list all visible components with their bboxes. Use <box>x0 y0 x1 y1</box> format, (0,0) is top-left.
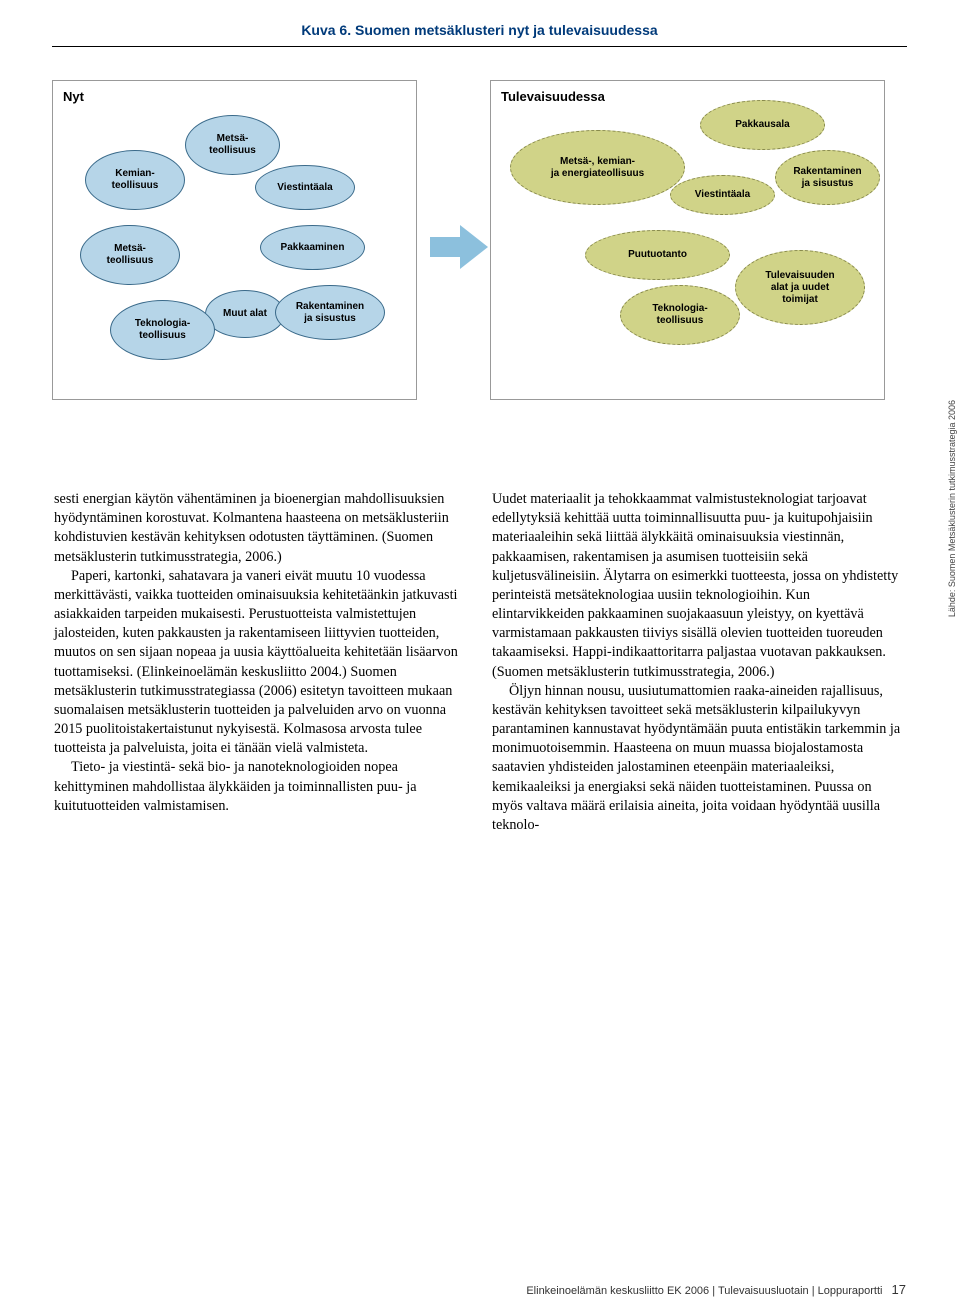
nyt-node-6: Teknologia-teollisuus <box>110 300 215 360</box>
tul-node-2: Viestintäala <box>670 175 775 215</box>
page-footer: Elinkeinoelämän keskusliitto EK 2006 | T… <box>526 1282 906 1297</box>
figure-title-rule <box>52 46 907 47</box>
tul-node-5: Teknologia-teollisuus <box>620 285 740 345</box>
paragraph-3: Tieto- ja viestintä- sekä bio- ja nanote… <box>54 758 466 816</box>
paragraph-5: Öljyn hinnan nousu, uusiutumattomien raa… <box>492 682 904 835</box>
panel-nyt-label: Nyt <box>63 89 84 104</box>
nyt-node-1: Kemian-teollisuus <box>85 150 185 210</box>
figure-container: Kuva 6. Suomen metsäklusteri nyt ja tule… <box>52 22 907 47</box>
figure-title: Kuva 6. Suomen metsäklusteri nyt ja tule… <box>52 22 907 46</box>
paragraph-4: Uudet materiaalit ja tehokkaammat valmis… <box>492 490 904 682</box>
paragraph-1: sesti energian käytön vähentäminen ja bi… <box>54 490 466 567</box>
nyt-node-2: Viestintäala <box>255 165 355 210</box>
body-text: sesti energian käytön vähentäminen ja bi… <box>54 490 904 835</box>
footer-proj: Tulevaisuusluotain <box>718 1285 809 1297</box>
nyt-node-0: Metsä-teollisuus <box>185 115 280 175</box>
panel-tul-label: Tulevaisuudessa <box>501 89 605 104</box>
figure-source: Lähde: Suomen Metsäklusterin tutkimusstr… <box>947 400 957 617</box>
nyt-node-5: Muut alat <box>205 290 285 338</box>
nyt-node-3: Metsä-teollisuus <box>80 225 180 285</box>
nyt-node-4: Pakkaaminen <box>260 225 365 270</box>
nyt-node-7: Rakentaminenja sisustus <box>275 285 385 340</box>
page-number: 17 <box>892 1282 906 1297</box>
tul-node-1: Metsä-, kemian-ja energiateollisuus <box>510 130 685 205</box>
footer-doc: Loppuraportti <box>818 1285 883 1297</box>
footer-org: Elinkeinoelämän keskusliitto EK 2006 <box>526 1285 709 1297</box>
paragraph-2: Paperi, kartonki, sahatavara ja vaneri e… <box>54 567 466 759</box>
tul-node-0: Pakkausala <box>700 100 825 150</box>
tul-node-4: Puutuotanto <box>585 230 730 280</box>
tul-node-6: Tulevaisuudenalat ja uudettoimijat <box>735 250 865 325</box>
tul-node-3: Rakentaminenja sisustus <box>775 150 880 205</box>
